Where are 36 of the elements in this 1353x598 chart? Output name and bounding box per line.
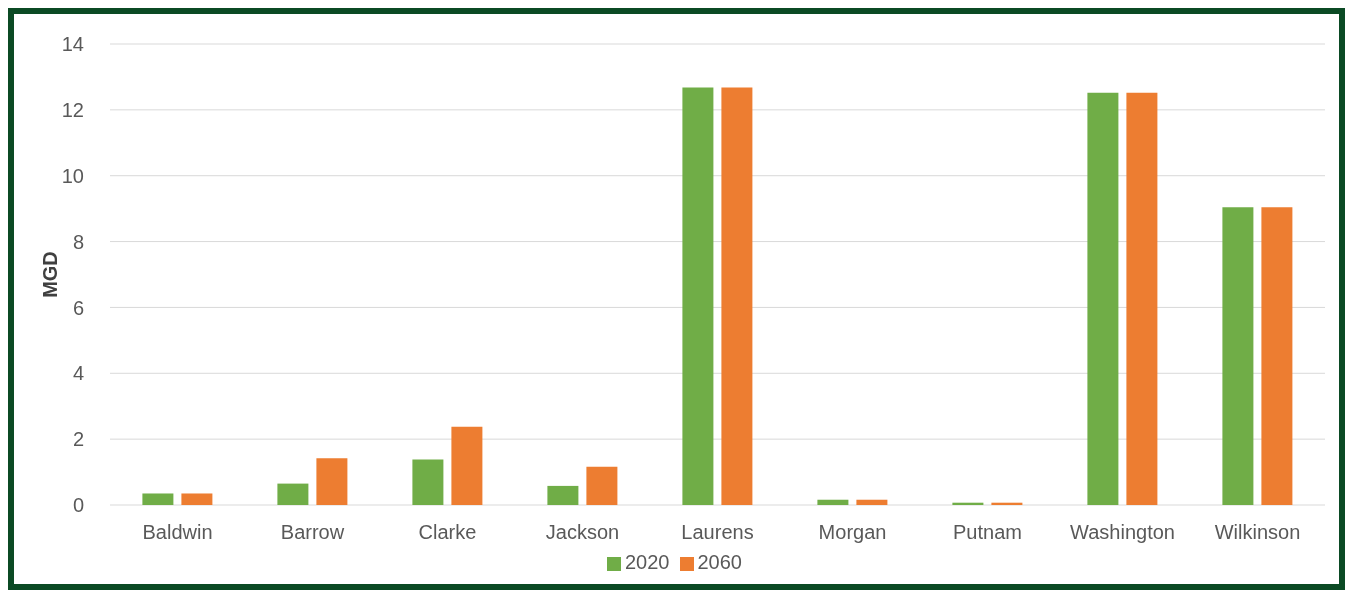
- bar: [412, 459, 444, 505]
- bar: [316, 458, 348, 505]
- y-axis-title: MGD: [39, 251, 62, 298]
- x-tick-label: Washington: [1070, 521, 1175, 544]
- bar: [181, 493, 213, 505]
- y-tick-label: 14: [61, 33, 84, 56]
- bar: [277, 483, 309, 505]
- x-tick-label: Jackson: [545, 521, 620, 544]
- bar: [1261, 207, 1293, 505]
- y-tick-label: 6: [72, 296, 84, 319]
- bar: [586, 466, 618, 505]
- bar: [142, 493, 174, 505]
- x-tick-label: Barrow: [280, 521, 345, 544]
- bar: [856, 499, 888, 505]
- legend-label: 2060: [697, 551, 742, 573]
- bar: [817, 499, 849, 505]
- y-tick-label: 8: [72, 230, 84, 253]
- y-tick-label: 2: [72, 428, 84, 451]
- bar: [682, 87, 714, 505]
- bar: [1126, 92, 1158, 505]
- x-tick-label: Laurens: [681, 521, 754, 544]
- bar: [721, 87, 753, 505]
- bar: [1087, 92, 1119, 505]
- bar: [547, 485, 579, 505]
- x-tick-label: Morgan: [818, 521, 887, 544]
- x-tick-label: Putnam: [953, 521, 1022, 544]
- y-tick-label: 0: [72, 494, 84, 517]
- bar: [1222, 207, 1254, 505]
- x-tick-label: Clarke: [418, 521, 477, 544]
- x-tick-label: Baldwin: [142, 521, 213, 544]
- bar: [451, 426, 483, 505]
- y-tick-label: 10: [61, 164, 84, 187]
- x-tick-label: Wilkinson: [1214, 521, 1301, 544]
- y-tick-label: 4: [72, 362, 84, 385]
- legend-label: 2020: [625, 551, 670, 573]
- y-tick-label: 12: [61, 98, 84, 121]
